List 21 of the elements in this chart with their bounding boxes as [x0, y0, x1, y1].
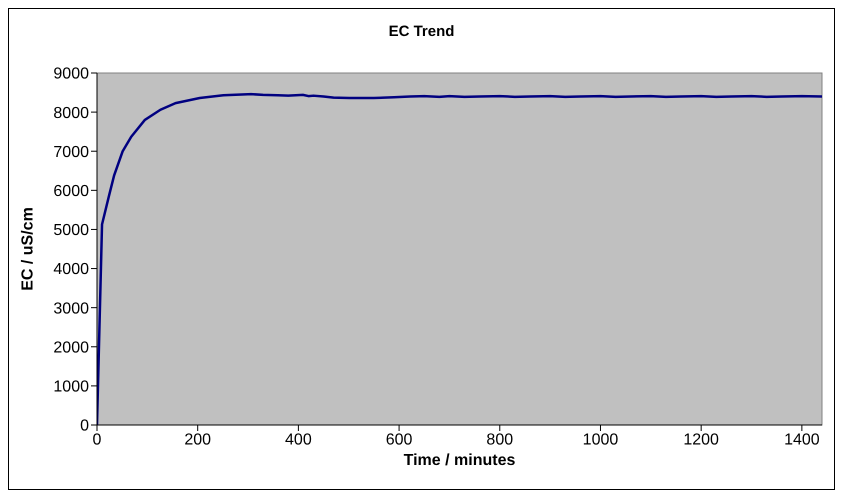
x-tick-label: 600	[386, 431, 413, 448]
y-tick-label: 7000	[53, 144, 90, 161]
y-tick-label: 8000	[53, 104, 90, 122]
x-tick-label: 800	[486, 431, 514, 448]
y-tick-label: 4000	[53, 261, 90, 278]
x-tick-label: 1400	[784, 431, 820, 448]
y-tick-label: 0	[80, 418, 90, 435]
y-tick-label: 3000	[53, 300, 90, 318]
x-axis-title: Time / minutes	[404, 452, 516, 469]
chart-title: EC Trend	[388, 23, 456, 40]
x-tick-label: 1000	[582, 431, 618, 448]
y-tick-label: 5000	[53, 222, 90, 240]
x-tick-label: 1200	[683, 431, 720, 448]
y-tick-label: 6000	[53, 183, 90, 200]
x-tick-label: 0	[92, 431, 102, 448]
y-tick-label: 1000	[53, 378, 90, 396]
y-tick-label: 9000	[53, 66, 90, 83]
y-tick-label: 2000	[53, 339, 90, 356]
x-tick-label: 400	[285, 431, 312, 448]
y-axis-title: EC / uS/cm	[20, 207, 37, 291]
x-tick-label: 200	[184, 431, 212, 448]
